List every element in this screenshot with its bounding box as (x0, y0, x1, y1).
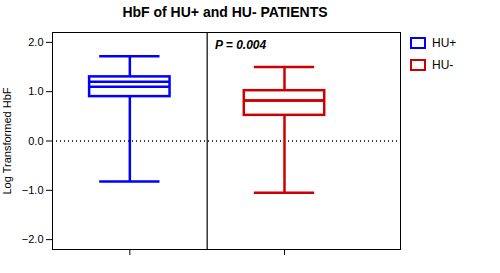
svg-text:2.0: 2.0 (28, 36, 43, 48)
svg-text:Log Transformed HbF: Log Transformed HbF (1, 87, 13, 194)
svg-text:−2.0: −2.0 (22, 233, 44, 245)
svg-text:0.0: 0.0 (28, 135, 43, 147)
html-text:HU-: HU- (432, 58, 454, 72)
html-text:HU+: HU+ (432, 36, 457, 50)
html-text:HbF of HU+ and HU- PATIENTS: HbF of HU+ and HU- PATIENTS (122, 4, 328, 20)
svg-text:1.0: 1.0 (28, 85, 43, 97)
svg-text:P = 0.004: P = 0.004 (215, 38, 267, 52)
svg-text:−1.0: −1.0 (22, 184, 44, 196)
